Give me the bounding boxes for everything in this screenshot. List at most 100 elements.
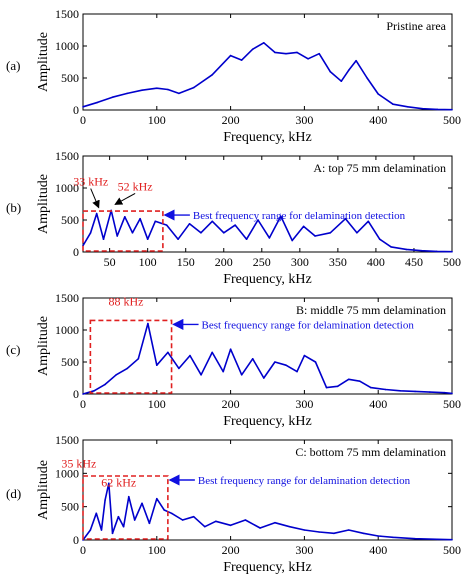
x-tick-label: 150 xyxy=(177,255,195,269)
x-tick-label: 100 xyxy=(139,255,157,269)
data-point xyxy=(358,380,361,383)
data-point xyxy=(127,495,130,498)
data-point xyxy=(124,216,126,218)
data-point xyxy=(436,538,439,541)
x-tick-label: 350 xyxy=(329,255,347,269)
x-tick-label: 400 xyxy=(369,113,387,127)
data-point xyxy=(325,386,328,389)
data-point xyxy=(429,391,431,393)
data-point xyxy=(211,220,214,223)
y-tick-label: 1500 xyxy=(55,149,79,163)
data-point xyxy=(240,59,243,61)
peak-arrow xyxy=(90,188,100,209)
data-point xyxy=(167,351,169,354)
data-point xyxy=(451,392,453,395)
panel-label: (b) xyxy=(6,200,21,215)
panel-label: (c) xyxy=(6,342,20,357)
data-point xyxy=(111,96,114,98)
data-point xyxy=(274,521,276,524)
data-point xyxy=(251,48,254,50)
x-tick-label: 400 xyxy=(369,397,387,411)
data-point xyxy=(392,103,394,106)
data-point xyxy=(89,529,92,531)
plot-frame xyxy=(82,155,453,253)
data-point xyxy=(302,225,305,228)
x-tick-label: 400 xyxy=(367,255,385,269)
data-point xyxy=(126,92,129,95)
y-tick-label: 0 xyxy=(73,103,79,117)
data-point xyxy=(178,92,180,95)
data-point xyxy=(451,538,453,541)
data-point xyxy=(111,532,114,535)
data-point xyxy=(156,87,158,90)
data-point xyxy=(378,238,381,240)
x-tick-label: 250 xyxy=(253,255,271,269)
data-point xyxy=(117,515,120,518)
data-point xyxy=(347,529,350,531)
x-tick-label: 0 xyxy=(80,397,86,411)
best-range-box xyxy=(82,210,164,252)
data-point xyxy=(177,238,179,240)
data-point xyxy=(156,497,158,500)
data-point xyxy=(104,499,106,501)
plot-frame xyxy=(82,13,453,111)
data-point xyxy=(93,390,95,392)
data-point xyxy=(314,361,317,363)
x-axis-label: Frequency, kHz xyxy=(223,272,312,287)
y-tick-label: 1000 xyxy=(55,323,79,337)
chart-panel-4: 0 500 1000 1500 0 100 200 300 400 500 Frequency, k… xyxy=(6,433,461,575)
data-point xyxy=(189,354,191,357)
x-tick-label: 200 xyxy=(215,255,233,269)
y-axis-label: Amplitude xyxy=(36,460,51,520)
chart-panel-2: 0 500 1000 1500 50 100 150 200 250 300 350 400 450 50… xyxy=(6,149,461,287)
data-point xyxy=(333,532,335,535)
y-axis-label: Amplitude xyxy=(36,174,51,234)
data-point xyxy=(229,348,232,351)
data-point xyxy=(399,390,402,392)
x-tick-label: 200 xyxy=(222,397,240,411)
y-tick-label: 500 xyxy=(61,500,79,514)
data-point xyxy=(347,378,350,381)
data-point xyxy=(356,232,358,234)
data-point xyxy=(355,59,357,62)
data-point xyxy=(165,224,168,226)
data-point xyxy=(443,391,446,394)
data-point xyxy=(192,515,195,518)
y-tick-label: 1000 xyxy=(55,466,79,480)
x-tick-label: 100 xyxy=(148,397,166,411)
series-line xyxy=(82,482,453,541)
data-point xyxy=(245,238,248,240)
data-point xyxy=(222,232,225,234)
x-tick-label: 400 xyxy=(369,543,387,557)
data-point xyxy=(257,219,259,221)
best-range-label: Best frequency range for delamination de… xyxy=(202,319,415,331)
data-point xyxy=(240,374,243,376)
panel-title: A: top 75 mm delamination xyxy=(313,161,446,175)
data-point xyxy=(229,54,232,57)
data-point xyxy=(141,89,143,91)
data-point xyxy=(96,101,99,104)
data-point xyxy=(122,525,125,528)
data-point xyxy=(188,223,191,225)
data-point xyxy=(291,239,294,242)
data-point xyxy=(318,531,320,533)
data-point xyxy=(102,238,105,240)
data-point xyxy=(137,358,140,360)
data-point xyxy=(211,351,213,354)
x-tick-label: 50 xyxy=(104,255,116,269)
data-point xyxy=(307,58,309,60)
x-tick-label: 0 xyxy=(80,113,86,127)
data-point xyxy=(192,86,195,89)
data-point xyxy=(344,217,347,220)
data-point xyxy=(244,519,247,521)
data-point xyxy=(131,232,134,234)
data-point xyxy=(340,80,343,82)
data-point xyxy=(170,512,173,515)
peak-label: 52 kHz xyxy=(118,179,153,193)
data-point xyxy=(104,383,106,386)
data-point xyxy=(318,52,320,55)
data-point xyxy=(116,235,119,237)
data-point xyxy=(139,217,141,220)
data-point xyxy=(377,535,380,537)
